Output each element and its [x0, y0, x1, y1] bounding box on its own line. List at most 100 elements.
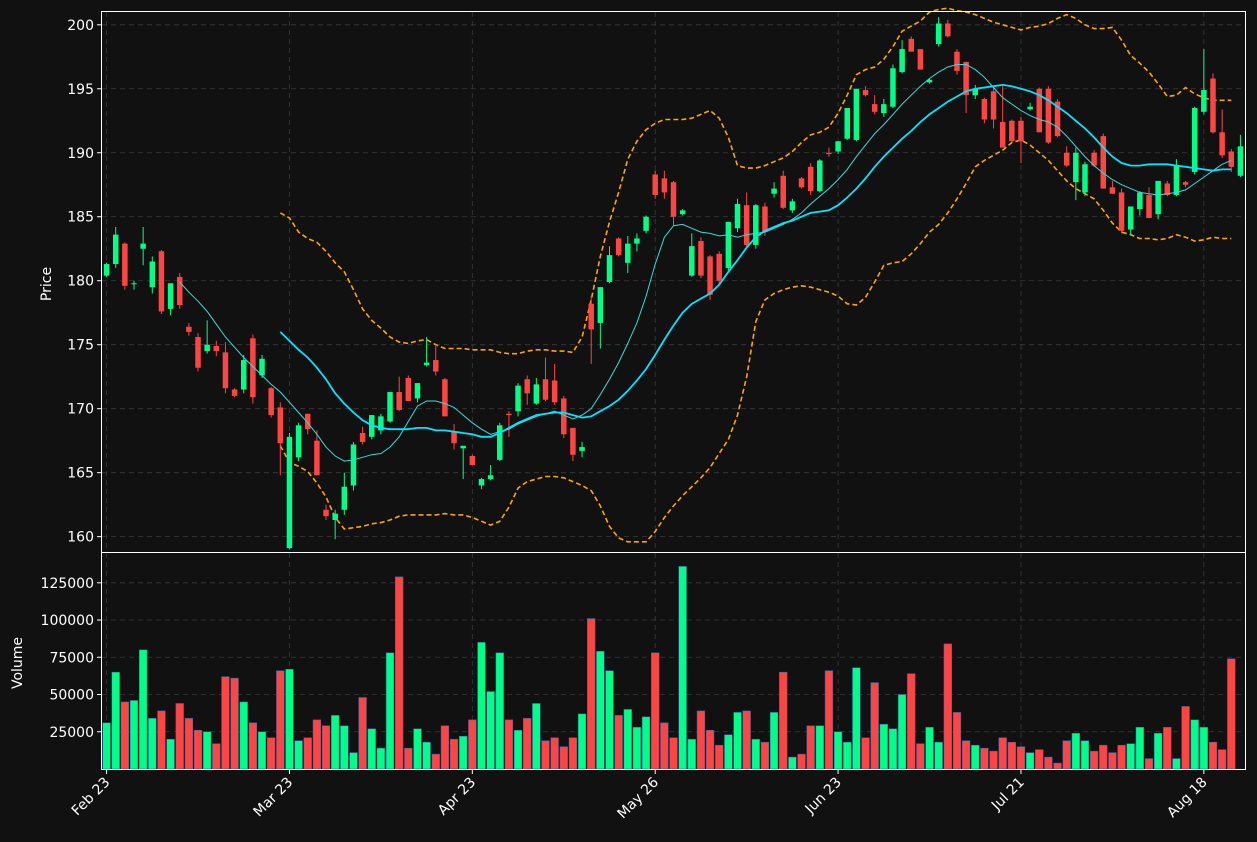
- candle-body: [304, 413, 311, 430]
- volume-bar: [559, 746, 568, 770]
- volume-bar: [632, 727, 642, 770]
- candle-body: [1182, 182, 1189, 185]
- candle: [798, 177, 805, 189]
- volume-bar: [486, 691, 495, 770]
- volume-bar: [504, 719, 514, 770]
- volume-bar: [788, 756, 797, 770]
- volume-bar: [1163, 727, 1172, 770]
- candle: [899, 40, 905, 74]
- candle-body: [387, 392, 393, 422]
- candle-body: [533, 384, 540, 404]
- volume-tick-label: 50000: [49, 688, 94, 704]
- volume-bar: [1172, 758, 1181, 770]
- price-tick-label: 175: [67, 338, 94, 354]
- candle-body: [817, 160, 823, 192]
- candle: [1073, 147, 1079, 201]
- volume-bar: [806, 725, 815, 770]
- volume-bar: [614, 715, 623, 770]
- volume-bar: [824, 670, 834, 770]
- candle: [835, 141, 841, 155]
- candle-body: [414, 383, 421, 399]
- volume-bar: [1062, 740, 1071, 770]
- volume-bar: [577, 713, 587, 770]
- candle-body: [615, 238, 622, 256]
- candle: [1191, 106, 1198, 175]
- volume-bar: [385, 652, 395, 770]
- candle-body: [332, 513, 338, 521]
- candle: [1100, 133, 1107, 189]
- candle: [1063, 146, 1070, 167]
- candle: [643, 215, 649, 234]
- candle: [670, 180, 677, 226]
- candle: [204, 320, 210, 354]
- candle: [1027, 102, 1033, 111]
- volume-bar: [550, 737, 559, 770]
- candle-body: [753, 205, 759, 245]
- candle-body: [652, 174, 658, 195]
- volume-bar: [1025, 752, 1035, 770]
- candle-body: [570, 427, 576, 455]
- volume-bar: [925, 727, 934, 770]
- candle: [250, 334, 256, 404]
- candle-body: [1073, 152, 1079, 183]
- candle: [1237, 134, 1244, 178]
- candle: [158, 250, 165, 314]
- candle-body: [1228, 151, 1235, 167]
- volume-bar: [321, 725, 331, 770]
- volume-tick-label: 100000: [41, 613, 94, 629]
- volume-bar: [943, 643, 952, 770]
- volume-bar: [1153, 732, 1163, 770]
- candle: [588, 296, 594, 364]
- candle: [917, 49, 924, 70]
- bollinger-bands: [279, 7, 1232, 543]
- candle-body: [853, 88, 860, 140]
- candle: [405, 375, 412, 402]
- candle-body: [670, 182, 677, 217]
- price-tick-label: 180: [67, 274, 94, 290]
- candle-body: [350, 444, 357, 486]
- volume-bar: [495, 652, 504, 770]
- volume-tick-label: 75000: [49, 650, 94, 666]
- candle-body: [1100, 136, 1107, 189]
- candle: [661, 170, 668, 199]
- volume-bar: [715, 744, 724, 770]
- candle-body: [451, 431, 457, 444]
- candle-body: [972, 88, 978, 96]
- candle-body: [222, 352, 229, 389]
- volume-bar: [651, 652, 660, 770]
- price-tick-label: 160: [67, 530, 94, 546]
- volume-bar: [431, 753, 440, 770]
- volume-bar: [331, 715, 340, 770]
- candle-body: [661, 178, 668, 193]
- candle: [1082, 161, 1088, 197]
- candle-body: [314, 440, 320, 476]
- candle-body: [277, 407, 284, 444]
- volume-bar: [660, 722, 669, 770]
- candle-body: [250, 338, 256, 398]
- candle-body: [1082, 164, 1088, 193]
- candle: [807, 162, 814, 195]
- candle: [1210, 73, 1216, 134]
- candle: [945, 19, 951, 38]
- volume-bar: [724, 734, 733, 770]
- candle-body: [140, 243, 146, 249]
- volume-axis-label: Volume: [10, 637, 26, 689]
- candle: [423, 337, 430, 367]
- candle: [268, 386, 274, 418]
- candle: [186, 322, 192, 336]
- price-tick-label: 190: [67, 146, 94, 162]
- candle-body: [1146, 194, 1152, 219]
- candle: [881, 99, 887, 117]
- volume-bar: [1190, 719, 1199, 770]
- volume-bar: [1227, 658, 1236, 770]
- candle-body: [807, 166, 814, 192]
- volume-bar: [870, 682, 879, 770]
- candle: [149, 256, 156, 294]
- candle-body: [231, 389, 238, 396]
- candle: [1091, 150, 1097, 167]
- candle: [213, 340, 220, 357]
- candle-body: [1137, 192, 1143, 210]
- volume-bar: [367, 728, 376, 770]
- candle-body: [405, 377, 412, 402]
- candle: [433, 345, 439, 376]
